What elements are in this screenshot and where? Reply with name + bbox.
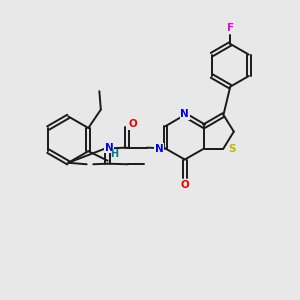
Text: O: O xyxy=(180,180,189,190)
Text: N: N xyxy=(180,109,189,119)
Text: N: N xyxy=(154,143,163,154)
Text: S: S xyxy=(229,143,236,154)
Text: H: H xyxy=(110,148,118,159)
Text: F: F xyxy=(227,23,234,33)
Text: O: O xyxy=(128,119,137,129)
Text: N: N xyxy=(105,142,113,153)
